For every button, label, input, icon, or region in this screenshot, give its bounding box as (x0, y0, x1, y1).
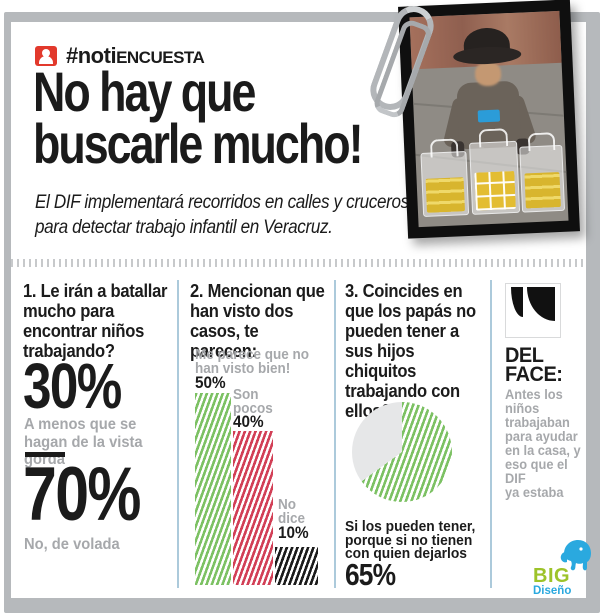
dotted-separator (11, 259, 586, 267)
stat-30-label-text: A menos que se hagan de la vista gorda (24, 416, 143, 468)
page-title: No hay que buscarle mucho! (33, 60, 513, 175)
photo-candy-boxes (425, 177, 465, 213)
column-divider-1 (177, 280, 179, 588)
quote-tick-small (511, 287, 523, 317)
hashtag-prefix: #noti (66, 43, 117, 68)
bar-1-label-text: Me parece que no han visto bien! (195, 346, 310, 377)
photo-candy-bag (519, 144, 566, 213)
stat-70-percent: 70% (23, 452, 169, 537)
bar-2-label-text: Son pocos (233, 386, 273, 417)
photo-child-street-vendor (409, 10, 569, 228)
bar-crimson (233, 431, 273, 585)
stat-70-value: 70% (23, 452, 142, 537)
bar-3-value-text: 10% (278, 523, 309, 542)
person-badge-icon (35, 46, 57, 66)
bar-2-label: Son pocos (233, 386, 277, 417)
del-face-heading-text: DEL FACE: (505, 344, 563, 386)
bar-1-value-text: 50% (195, 373, 226, 392)
stat-30-value: 30% (23, 350, 122, 422)
bar-3-label-text: No dice (278, 496, 306, 527)
stat-30-percent: 30% (23, 350, 145, 422)
pie-chart (352, 402, 452, 502)
elephant-icon (560, 540, 591, 571)
bar-1-label: Me parece que no han visto bien! (195, 346, 335, 377)
page-title-text: No hay que buscarle mucho! (33, 60, 363, 175)
question-3-title: 3. Coincides en que los papás no pueden … (345, 281, 495, 421)
logo-diseno-text: Diseño (533, 585, 572, 597)
quote-mark-icon (505, 283, 561, 338)
question-1-title-text: 1. Le irán a batallar mucho para encontr… (23, 281, 168, 361)
pie-answer-value: 65% (345, 557, 404, 592)
big-diseno-logo: BIG Diseño (527, 538, 595, 604)
hashtag-suffix: ENCUESTA (116, 48, 205, 67)
bar-3-value: 10% (278, 523, 312, 542)
pie-answer-value-text: 65% (345, 557, 396, 592)
question-2-title-text: 2. Mencionan que han visto dos casos, te… (190, 281, 325, 361)
del-face-quote: Antes los niños trabajaban para ayudar e… (505, 388, 595, 500)
column-divider-3 (490, 280, 492, 588)
hashtag-label: #notiENCUESTA (66, 43, 205, 69)
del-face-heading: DEL FACE: (505, 344, 566, 386)
bar-2-value-text: 40% (233, 412, 264, 431)
bar-black (275, 547, 318, 585)
hashtag-row: #notiENCUESTA (35, 43, 205, 69)
bar-chart (190, 280, 330, 585)
quote-tick-large (527, 287, 555, 321)
page-subtitle-text: El DIF implementará recorridos en calles… (35, 192, 409, 238)
pie-answer-label-text: Si los pueden tener, porque si no tienen… (345, 518, 476, 562)
pie-answer-label: Si los pueden tener, porque si no tienen… (345, 518, 487, 562)
column-divider-2 (334, 280, 336, 588)
bar-3-label: No dice (278, 496, 308, 527)
page-subtitle: El DIF implementará recorridos en calles… (35, 190, 495, 240)
divider-rule (25, 452, 65, 457)
photo-candy-boxes (524, 171, 561, 209)
bar-green (195, 393, 231, 585)
photo-candy-bag (420, 151, 470, 217)
photo-candy-bag (469, 140, 521, 215)
bar-1-value: 50% (195, 373, 229, 392)
question-2-title: 2. Mencionan que han visto dos casos, te… (190, 281, 340, 361)
stat-70-label: No, de volada (24, 536, 174, 554)
logo-big-text: BIG (533, 565, 571, 587)
bar-2-value: 40% (233, 412, 267, 431)
photo-shirt-print (477, 109, 501, 123)
question-1-title: 1. Le irán a batallar mucho para encontr… (23, 281, 183, 361)
stat-30-label: A menos que se hagan de la vista gorda (24, 416, 174, 469)
del-face-quote-text: Antes los niños trabajaban para ayudar e… (505, 387, 581, 500)
photo-child-face (474, 61, 502, 87)
question-3-title-text: 3. Coincides en que los papás no pueden … (345, 281, 476, 421)
stat-70-label-text: No, de volada (24, 536, 120, 553)
photo-candy-boxes (474, 170, 516, 211)
